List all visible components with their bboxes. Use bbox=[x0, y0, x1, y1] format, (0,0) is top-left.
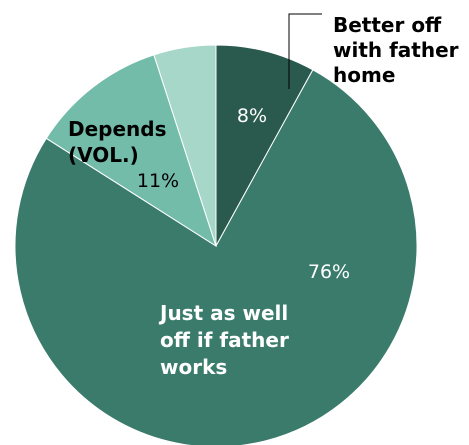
value-label-depends: 11% bbox=[137, 170, 179, 192]
label-better-off-line-1: Better off bbox=[333, 13, 442, 37]
pie-slice-3 bbox=[45, 54, 217, 248]
pie-slices bbox=[14, 44, 418, 445]
leader-line-better-off bbox=[288, 13, 322, 89]
label-depends-line-1: Depends bbox=[68, 117, 167, 141]
label-better-off-line-3: home bbox=[333, 63, 395, 87]
value-label-just-as-well-off: 76% bbox=[308, 261, 350, 283]
label-depends-vol: Depends (VOL.) bbox=[68, 117, 173, 167]
label-just-as-well-line-2: off if father bbox=[160, 328, 289, 352]
pie-slice-4 bbox=[153, 44, 217, 247]
label-just-as-well-line-3: works bbox=[160, 355, 227, 379]
label-better-off-with-father-home: Better off with father home bbox=[333, 13, 466, 87]
label-depends-line-2: (VOL.) bbox=[68, 143, 139, 167]
value-label-better-off: 8% bbox=[237, 105, 267, 127]
label-just-as-well-line-1: Just as well bbox=[158, 301, 288, 325]
pie-slice-2 bbox=[14, 69, 418, 445]
label-just-as-well-off: Just as well off if father works bbox=[158, 301, 296, 379]
pie-slice-1 bbox=[215, 44, 314, 247]
label-better-off-line-2: with father bbox=[333, 38, 459, 62]
